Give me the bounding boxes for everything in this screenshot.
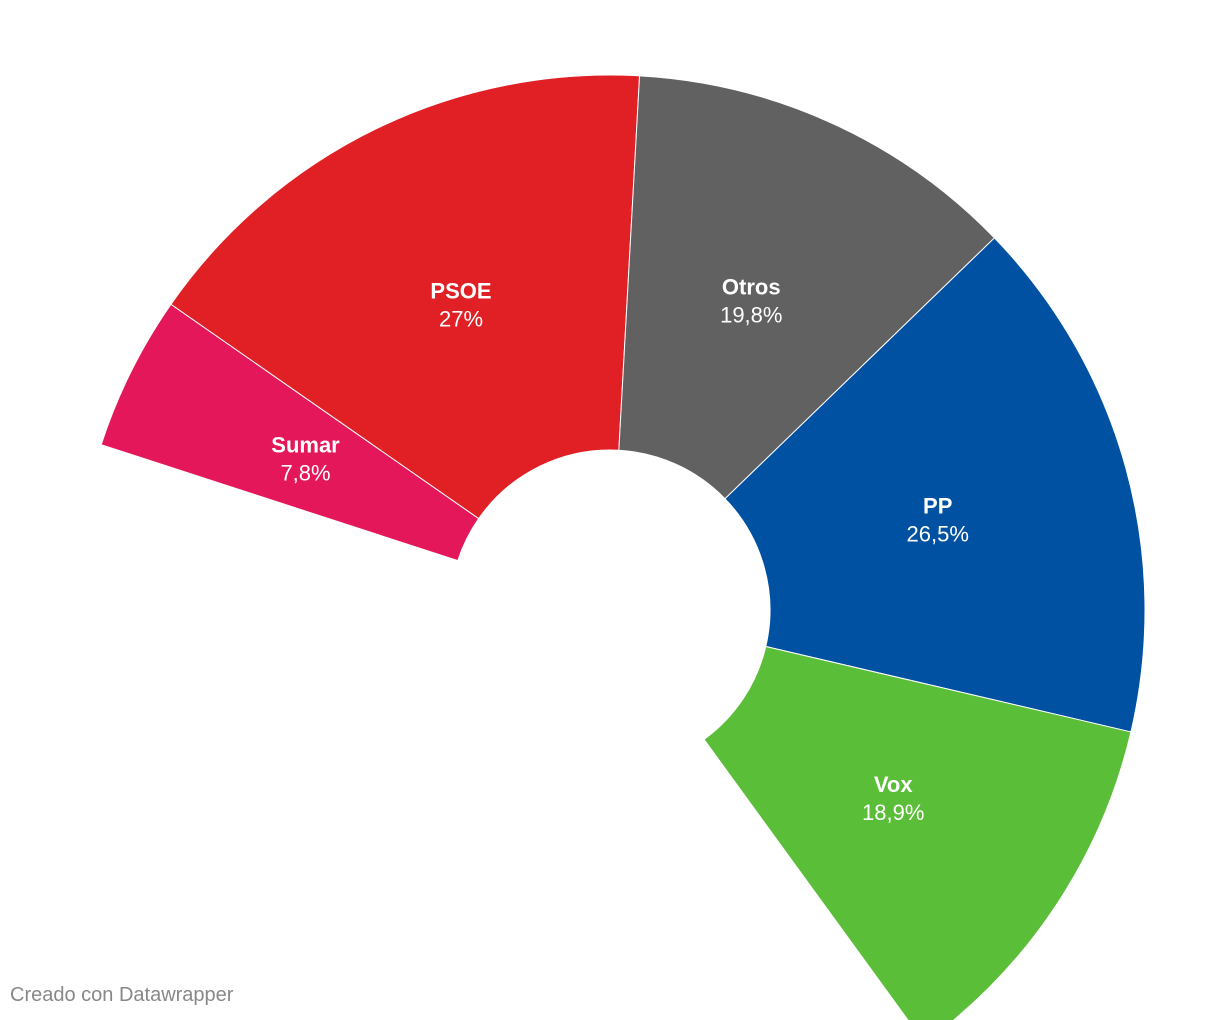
slice-value-pp: 26,5% [907,521,969,546]
datawrapper-credit[interactable]: Creado con Datawrapper [10,984,234,1006]
slice-pp[interactable] [724,237,1146,733]
slice-name-pp: PP [923,493,952,518]
slice-name-psoe: PSOE [430,278,491,303]
slice-value-psoe: 27% [439,306,483,331]
slice-vox[interactable] [703,645,1132,1020]
slice-value-otros: 19,8% [720,303,782,328]
slice-name-otros: Otros [722,275,781,300]
slice-name-sumar: Sumar [271,433,340,458]
slice-value-sumar: 7,8% [280,461,330,486]
slice-value-vox: 18,9% [862,800,924,825]
chart-slices [100,74,1146,1020]
chart-labels: Sumar 7,8% PSOE 27% Otros 19,8% PP 26,5% Vox 18,9… [271,275,969,825]
slice-otros[interactable] [618,75,996,500]
slice-name-vox: Vox [874,772,913,797]
slice-psoe[interactable] [170,74,641,520]
